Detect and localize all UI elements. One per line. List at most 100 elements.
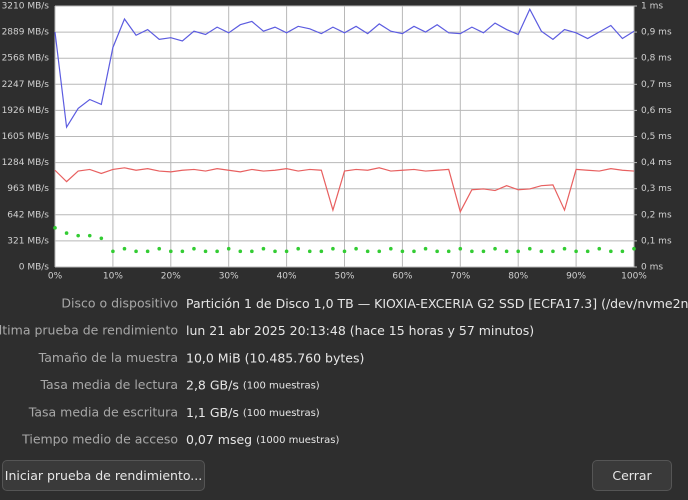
x-tick-label: 70% <box>450 272 470 282</box>
access-point <box>493 246 497 251</box>
access-point <box>551 249 555 254</box>
y2-tick-label: 0,5 ms <box>641 132 672 142</box>
info-label: Tasa media de escritura <box>28 404 178 419</box>
access-point <box>504 249 509 254</box>
access-point <box>192 246 196 251</box>
info-label: Tasa media de lectura <box>39 377 178 392</box>
x-tick-label: 50% <box>334 272 354 282</box>
access-point <box>180 249 185 254</box>
access-point <box>435 249 439 254</box>
y-tick-label: 1926 MB/s <box>2 106 50 116</box>
access-point <box>539 249 544 254</box>
x-tick-label: 10% <box>103 272 123 282</box>
access-point <box>250 249 254 254</box>
info-label: Última prueba de rendimiento <box>0 323 178 338</box>
chart: 0 MB/s 321 MB/s 642 MB/s 963 MB/s 1284 MB/s 1… <box>0 2 688 447</box>
access-point <box>632 246 636 251</box>
info-label: Disco o dispositivo <box>61 296 178 311</box>
y2-tick-label: 0,3 ms <box>641 184 672 194</box>
access-point <box>354 246 358 251</box>
info-value-text: 2,8 GB/s <box>186 377 239 392</box>
info-note: (100 muestras) <box>243 408 320 419</box>
x-tick-label: 40% <box>277 272 297 282</box>
access-point <box>389 246 393 251</box>
access-point <box>458 246 463 251</box>
access-point <box>516 249 520 254</box>
info-value-text: lun 21 abr 2025 20:13:48 (hace 15 horas … <box>186 323 534 338</box>
access-point <box>99 236 104 241</box>
y-tick-label: 0 MB/s <box>19 263 50 273</box>
access-point <box>134 249 138 254</box>
y2-tick-label: 0,4 ms <box>641 158 672 168</box>
access-point <box>609 249 613 254</box>
info-label: Tiempo medio de acceso <box>21 432 178 447</box>
access-point <box>446 249 451 254</box>
y-tick-label: 642 MB/s <box>7 210 49 220</box>
y-tick-label: 2247 MB/s <box>2 80 50 90</box>
info-value-text: Partición 1 de Disco 1,0 TB — KIOXIA-EXC… <box>186 296 688 311</box>
access-point <box>145 249 150 254</box>
info-label: Tamaño de la muestra <box>38 350 178 365</box>
access-point <box>470 249 474 254</box>
access-point <box>64 231 69 235</box>
info-value-text: 10,0 MiB (10.485.760 bytes) <box>186 350 364 365</box>
access-point <box>203 249 208 254</box>
y-tick-label: 2568 MB/s <box>2 54 50 64</box>
access-point <box>169 249 173 254</box>
access-point <box>331 246 335 251</box>
x-tick-label: 80% <box>508 272 528 282</box>
close-button[interactable]: Cerrar <box>592 460 672 491</box>
y2-tick-label: 0,9 ms <box>641 28 672 38</box>
access-point <box>284 249 289 254</box>
info-value: Partición 1 de Disco 1,0 TB — KIOXIA-EXC… <box>186 296 688 311</box>
access-point <box>76 233 80 238</box>
access-point <box>574 249 578 254</box>
y2-tick-label: 0,7 ms <box>641 80 672 90</box>
access-point <box>111 249 115 254</box>
y-tick-label: 1605 MB/s <box>2 132 50 142</box>
access-point <box>319 249 324 254</box>
access-point <box>562 246 567 251</box>
access-point <box>400 249 405 254</box>
access-point <box>620 249 625 254</box>
access-point <box>377 249 382 254</box>
start-button[interactable]: Iniciar prueba de rendimiento... <box>2 460 205 491</box>
info-note: (100 muestras) <box>243 381 320 392</box>
access-point <box>307 249 312 254</box>
x-tick-label: 0% <box>48 272 63 282</box>
info-note: (1000 muestras) <box>256 435 339 446</box>
access-point <box>365 249 370 254</box>
x-tick-label: 60% <box>392 272 412 282</box>
y-tick-label: 2889 MB/s <box>2 28 50 38</box>
y-tick-label: 3210 MB/s <box>2 2 50 12</box>
access-point <box>423 246 428 251</box>
access-point <box>157 246 162 251</box>
y2-tick-label: 0,2 ms <box>641 210 672 220</box>
access-point <box>296 246 300 251</box>
y2-tick-label: 0,6 ms <box>641 106 672 116</box>
y2-tick-label: 0,1 ms <box>641 236 672 246</box>
info-value: 1,1 GB/s (100 muestras) <box>186 404 320 419</box>
info-value-text: 1,1 GB/s <box>186 404 239 419</box>
access-point <box>122 246 127 251</box>
info-value-text: 0,07 mseg <box>186 432 252 447</box>
y2-tick-label: 0,8 ms <box>641 54 672 64</box>
access-point <box>585 249 590 254</box>
access-point <box>238 249 243 254</box>
access-point <box>261 246 266 251</box>
access-point <box>412 249 416 254</box>
info-value: 2,8 GB/s (100 muestras) <box>186 377 320 392</box>
access-point <box>215 249 219 254</box>
access-point <box>527 246 532 251</box>
access-point <box>87 233 92 238</box>
x-tick-label: 90% <box>566 272 586 282</box>
access-point <box>597 246 602 251</box>
access-point <box>481 249 486 254</box>
x-tick-label: 20% <box>161 272 181 282</box>
info-value: lun 21 abr 2025 20:13:48 (hace 15 horas … <box>186 323 534 338</box>
access-point <box>342 249 347 254</box>
info-value: 10,0 MiB (10.485.760 bytes) <box>186 350 364 365</box>
y-tick-label: 1284 MB/s <box>2 158 50 168</box>
x-tick-label: 100% <box>621 272 647 282</box>
